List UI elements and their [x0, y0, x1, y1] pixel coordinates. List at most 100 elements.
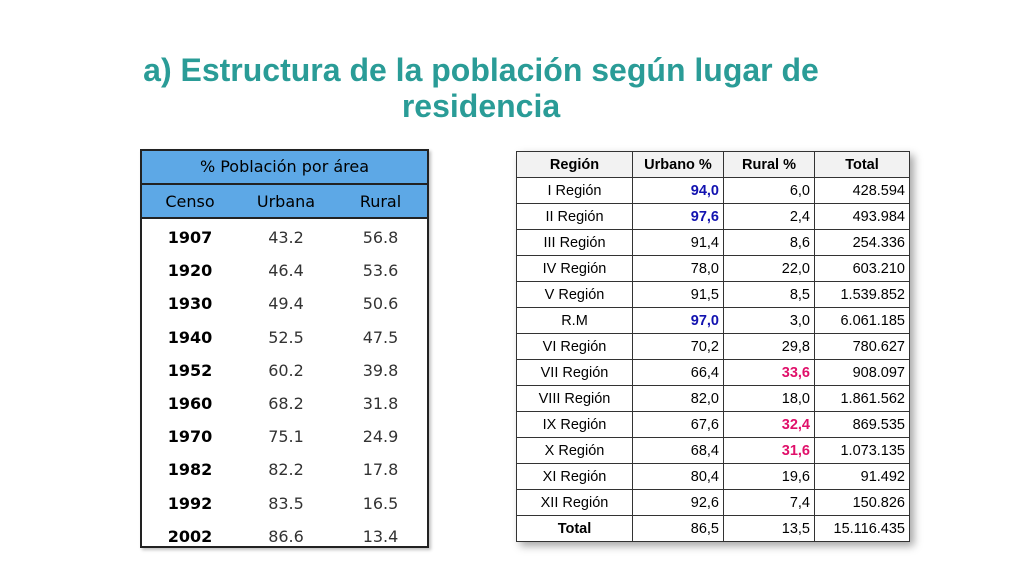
rural-cell: 39.8 — [362, 360, 399, 380]
urbana-cell: 86.6 — [268, 526, 304, 546]
table-row: 1920 46.4 53.6 — [142, 254, 427, 287]
censo-cell: 2002 — [167, 526, 213, 546]
rural-cell: 13.4 — [362, 526, 399, 546]
total-cell: 15.116.435 — [814, 515, 910, 542]
region-cell: VII Región — [516, 359, 633, 386]
column-header-rural: Rural — [359, 191, 402, 211]
region-table-body: I Región 94,0 6,0 428.594 II Región 97,6 2,4 49… — [516, 177, 910, 542]
table-row: 1930 49.4 50.6 — [142, 287, 427, 320]
column-header-urbana: Urbana — [256, 191, 316, 211]
rural-cell: 29,8 — [723, 333, 815, 360]
rural-cell: 16.5 — [362, 493, 399, 513]
total-cell: 1.073.135 — [814, 437, 910, 464]
total-cell: 254.336 — [814, 229, 910, 256]
rural-cell: 33,6 — [723, 359, 815, 386]
region-cell: V Región — [516, 281, 633, 308]
total-cell: 91.492 — [814, 463, 910, 490]
total-cell: 428.594 — [814, 177, 910, 204]
total-cell: 493.984 — [814, 203, 910, 230]
total-cell: 869.535 — [814, 411, 910, 438]
rural-cell: 19,6 — [723, 463, 815, 490]
rural-cell: 18,0 — [723, 385, 815, 412]
urbano-cell: 97,0 — [632, 307, 724, 334]
table-row: 1960 68.2 31.8 — [142, 387, 427, 420]
column-header-urbano: Urbano % — [632, 151, 724, 178]
urbano-cell: 82,0 — [632, 385, 724, 412]
page-title: a) Estructura de la población según luga… — [143, 52, 819, 124]
rural-cell: 24.9 — [362, 427, 399, 447]
table-row: VII Región 66,4 33,6 908.097 — [516, 359, 910, 386]
rural-cell: 50.6 — [362, 294, 399, 314]
table-row: R.M 97,0 3,0 6.061.185 — [516, 307, 910, 334]
region-cell: XII Región — [516, 489, 633, 516]
total-cell: 1.539.852 — [814, 281, 910, 308]
region-cell: X Región — [516, 437, 633, 464]
rural-cell: 13,5 — [723, 515, 815, 542]
total-cell: 908.097 — [814, 359, 910, 386]
table-row: 1952 60.2 39.8 — [142, 354, 427, 387]
table-row: 1907 43.2 56.8 — [142, 221, 427, 254]
region-table-header-row: Región Urbano % Rural % Total — [516, 151, 910, 178]
region-cell: I Región — [516, 177, 633, 204]
rural-cell: 2,4 — [723, 203, 815, 230]
column-header-censo: Censo — [165, 191, 215, 211]
censo-cell: 1940 — [167, 327, 213, 347]
urbana-cell: 43.2 — [268, 228, 304, 248]
urbana-cell: 83.5 — [268, 493, 304, 513]
table-row: V Región 91,5 8,5 1.539.852 — [516, 281, 910, 308]
urbano-cell: 91,5 — [632, 281, 724, 308]
rural-cell: 8,5 — [723, 281, 815, 308]
region-cell: VI Región — [516, 333, 633, 360]
urbana-cell: 46.4 — [268, 261, 304, 281]
rural-cell: 31,6 — [723, 437, 815, 464]
table-row: X Región 68,4 31,6 1.073.135 — [516, 437, 910, 464]
table-row: XI Región 80,4 19,6 91.492 — [516, 463, 910, 490]
census-table-body: 1907 43.2 56.8 1920 46.4 53.6 1930 49.4 50.6 1940… — [142, 219, 427, 553]
urbano-cell: 86,5 — [632, 515, 724, 542]
table-row: XII Región 92,6 7,4 150.826 — [516, 489, 910, 516]
rural-cell: 6,0 — [723, 177, 815, 204]
column-header-rural: Rural % — [723, 151, 815, 178]
censo-cell: 1970 — [167, 427, 213, 447]
urbano-cell: 92,6 — [632, 489, 724, 516]
rural-cell: 31.8 — [362, 394, 399, 414]
rural-cell: 47.5 — [362, 327, 399, 347]
region-cell: XI Región — [516, 463, 633, 490]
rural-cell: 22,0 — [723, 255, 815, 282]
region-cell: II Región — [516, 203, 633, 230]
table-row: 1982 82.2 17.8 — [142, 453, 427, 486]
table-row: Total 86,5 13,5 15.116.435 — [516, 515, 910, 542]
urbana-cell: 49.4 — [268, 294, 304, 314]
rural-cell: 53.6 — [362, 261, 399, 281]
census-table-heading: % Población por área — [142, 151, 427, 185]
censo-cell: 1907 — [167, 228, 213, 248]
region-cell: R.M — [516, 307, 633, 334]
census-table-column-headers: Censo Urbana Rural — [142, 185, 427, 219]
table-row: II Región 97,6 2,4 493.984 — [516, 203, 910, 230]
urbana-cell: 52.5 — [268, 327, 304, 347]
census-table: % Población por área Censo Urbana Rural … — [140, 149, 429, 548]
censo-cell: 1930 — [167, 294, 213, 314]
rural-cell: 17.8 — [362, 460, 399, 480]
rural-cell: 3,0 — [723, 307, 815, 334]
region-table: Región Urbano % Rural % Total I Región 94… — [516, 151, 910, 542]
censo-cell: 1920 — [167, 261, 213, 281]
table-row: 2002 86.6 13.4 — [142, 520, 427, 553]
table-row: IX Región 67,6 32,4 869.535 — [516, 411, 910, 438]
rural-cell: 7,4 — [723, 489, 815, 516]
total-cell: 150.826 — [814, 489, 910, 516]
table-row: III Región 91,4 8,6 254.336 — [516, 229, 910, 256]
censo-cell: 1982 — [167, 460, 213, 480]
urbano-cell: 67,6 — [632, 411, 724, 438]
column-header-region: Región — [516, 151, 633, 178]
censo-cell: 1960 — [167, 394, 213, 414]
column-header-total: Total — [814, 151, 910, 178]
urbano-cell: 78,0 — [632, 255, 724, 282]
urbano-cell: 68,4 — [632, 437, 724, 464]
table-row: 1970 75.1 24.9 — [142, 420, 427, 453]
table-row: I Región 94,0 6,0 428.594 — [516, 177, 910, 204]
region-cell: IX Región — [516, 411, 633, 438]
urbano-cell: 91,4 — [632, 229, 724, 256]
region-cell: VIII Región — [516, 385, 633, 412]
rural-cell: 32,4 — [723, 411, 815, 438]
